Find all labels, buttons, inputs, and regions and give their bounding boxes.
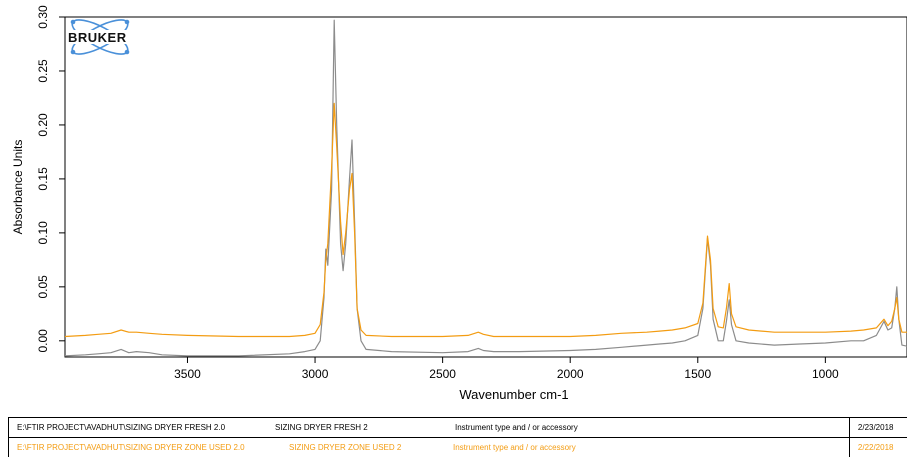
y-tick-label: 0.10 [36, 221, 50, 245]
x-tick-label: 1500 [684, 367, 711, 381]
x-axis-title: Wavenumber cm-1 [459, 387, 568, 402]
y-axis: 0.00 0.05 0.10 0.15 0.20 0.25 0.30 [36, 5, 65, 352]
spectrum-legend-table: E:\FTIR PROJECT\AVADHUT\SIZING DRYER FRE… [8, 417, 907, 457]
logo-dot-2 [124, 19, 130, 25]
bruker-logo: BRUKER [67, 19, 167, 55]
legend-file-path: E:\FTIR PROJECT\AVADHUT\SIZING DRYER FRE… [17, 423, 226, 432]
y-tick-label: 0.15 [36, 167, 50, 191]
legend-row: E:\FTIR PROJECT\AVADHUT\SIZING DRYER FRE… [8, 417, 907, 438]
logo-text-bg [67, 30, 167, 44]
series-line-1 [64, 19, 907, 357]
x-tick-label: 1000 [812, 367, 839, 381]
x-tick-label: 3500 [174, 367, 201, 381]
logo-text: BRUKER [68, 30, 127, 45]
series-line-2 [64, 102, 907, 338]
y-tick-label: 0.25 [36, 59, 50, 83]
legend-info-cell: E:\FTIR PROJECT\AVADHUT\SIZING DRYER ZON… [8, 437, 850, 457]
legend-instrument: Instrument type and / or accessory [455, 423, 578, 432]
x-axis: 3500 3000 2500 2000 1500 1000 [174, 357, 839, 381]
logo-dot-1 [70, 19, 76, 25]
x-tick-label: 3000 [302, 367, 329, 381]
legend-row: E:\FTIR PROJECT\AVADHUT\SIZING DRYER ZON… [8, 437, 907, 457]
legend-instrument: Instrument type and / or accessory [453, 443, 576, 452]
logo-dot-3 [70, 49, 76, 55]
x-tick-label: 2500 [429, 367, 456, 381]
y-tick-label: 0.05 [36, 275, 50, 299]
legend-sample-name: SIZING DRYER ZONE USED 2 [289, 443, 402, 452]
y-tick-label: 0.20 [36, 113, 50, 137]
spectrum-chart: BRUKER 3500 3000 2500 2000 1500 1000 0.00 0.05… [11, 5, 907, 402]
series-layer [64, 19, 907, 357]
plot-frame [64, 16, 907, 358]
legend-date: 2/22/2018 [848, 437, 907, 457]
legend-date: 2/23/2018 [848, 417, 907, 438]
y-tick-label: 0.00 [36, 329, 50, 353]
legend-sample-name: SIZING DRYER FRESH 2 [275, 423, 368, 432]
legend-info-cell: E:\FTIR PROJECT\AVADHUT\SIZING DRYER FRE… [8, 417, 850, 438]
legend-file-path: E:\FTIR PROJECT\AVADHUT\SIZING DRYER ZON… [17, 443, 245, 452]
y-axis-title: Absorbance Units [11, 140, 25, 235]
x-tick-label: 2000 [557, 367, 584, 381]
logo-dot-4 [124, 49, 130, 55]
y-tick-label: 0.30 [36, 5, 50, 29]
